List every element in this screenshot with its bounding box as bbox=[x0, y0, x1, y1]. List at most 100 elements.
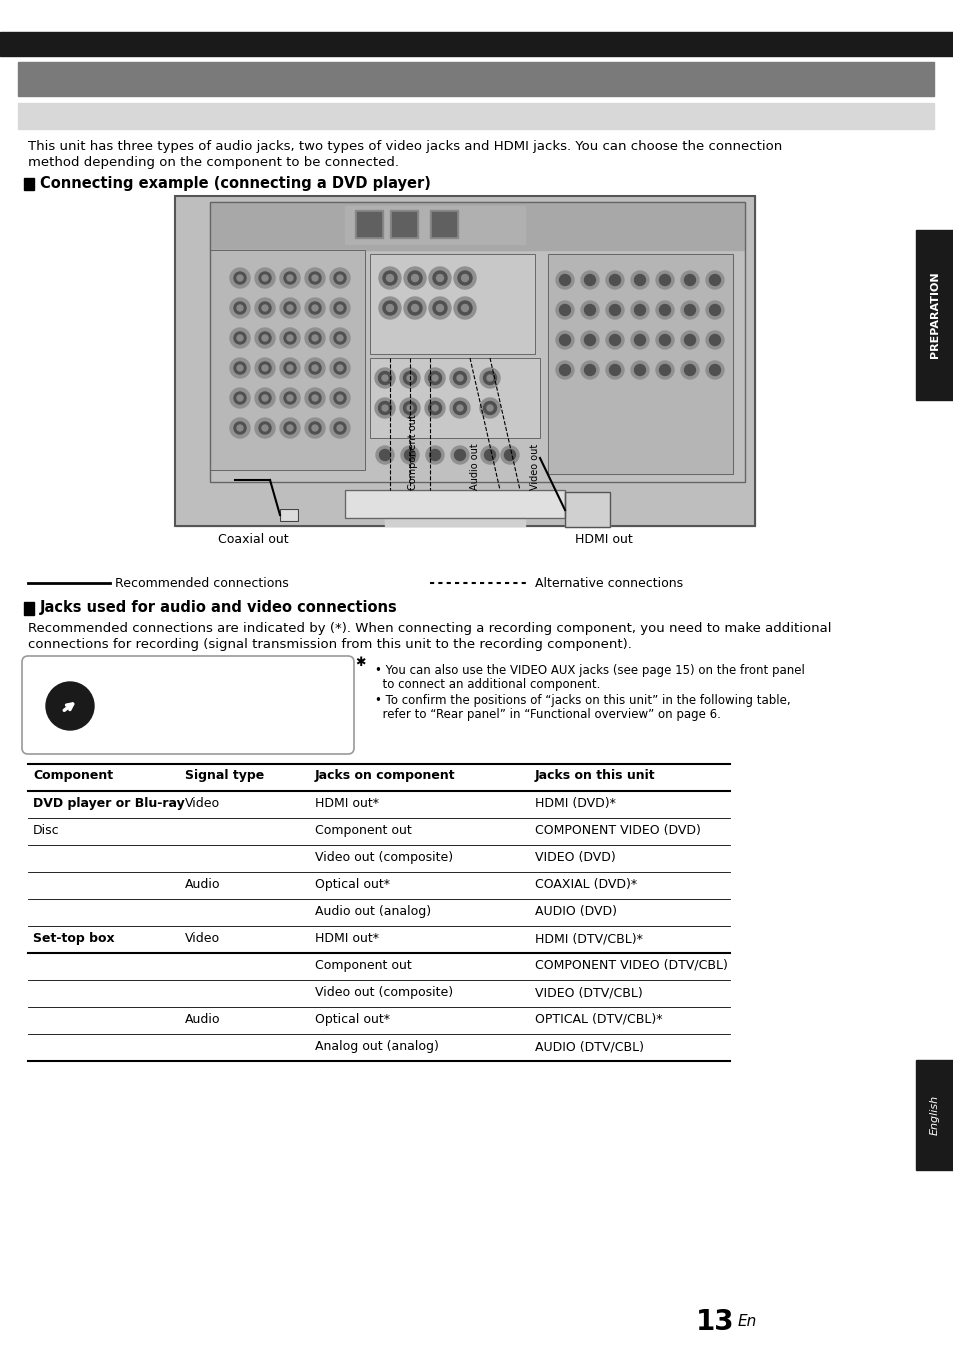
Text: En: En bbox=[738, 1314, 757, 1329]
Circle shape bbox=[408, 301, 421, 315]
Text: This unit has three types of audio jacks, two types of video jacks and HDMI jack: This unit has three types of audio jacks… bbox=[28, 140, 781, 154]
Circle shape bbox=[254, 418, 274, 438]
Text: • You can also use the VIDEO AUX jacks (see page 15) on the front panel: • You can also use the VIDEO AUX jacks (… bbox=[375, 665, 804, 677]
Bar bbox=[356, 212, 380, 236]
Bar bbox=[18, 102, 933, 129]
Circle shape bbox=[334, 332, 346, 344]
Circle shape bbox=[483, 372, 496, 384]
Text: Set-top box: Set-top box bbox=[33, 931, 114, 945]
Circle shape bbox=[556, 301, 574, 319]
Circle shape bbox=[399, 398, 419, 418]
Circle shape bbox=[375, 446, 394, 464]
Circle shape bbox=[233, 363, 246, 373]
Circle shape bbox=[451, 446, 469, 464]
Circle shape bbox=[378, 297, 400, 319]
Circle shape bbox=[659, 364, 670, 376]
Text: Jacks used for audio and video connections: Jacks used for audio and video connectio… bbox=[40, 600, 397, 615]
Circle shape bbox=[457, 301, 472, 315]
Circle shape bbox=[334, 422, 346, 434]
Circle shape bbox=[656, 332, 673, 349]
Text: Component: Component bbox=[33, 768, 113, 782]
Circle shape bbox=[630, 271, 648, 288]
Circle shape bbox=[709, 334, 720, 345]
Text: Audio: Audio bbox=[185, 878, 220, 891]
Circle shape bbox=[558, 305, 570, 315]
Bar bbox=[390, 210, 417, 239]
Circle shape bbox=[287, 305, 293, 311]
Circle shape bbox=[429, 297, 451, 319]
Circle shape bbox=[634, 275, 645, 286]
Circle shape bbox=[287, 365, 293, 371]
Circle shape bbox=[336, 365, 343, 371]
Circle shape bbox=[312, 336, 317, 341]
Text: Video: Video bbox=[185, 797, 220, 810]
Text: connections for recording (signal transmission from this unit to the recording c: connections for recording (signal transm… bbox=[28, 638, 631, 651]
Text: AC wall outlets.: AC wall outlets. bbox=[105, 702, 202, 714]
Circle shape bbox=[280, 388, 299, 408]
Circle shape bbox=[312, 425, 317, 431]
Circle shape bbox=[424, 368, 444, 388]
Bar bbox=[345, 491, 564, 518]
Circle shape bbox=[336, 305, 343, 311]
Circle shape bbox=[375, 398, 395, 418]
Circle shape bbox=[486, 375, 493, 381]
Text: • To confirm the positions of “jacks on this unit” in the following table,: • To confirm the positions of “jacks on … bbox=[375, 694, 790, 706]
Circle shape bbox=[305, 268, 325, 288]
Text: HDMI out*: HDMI out* bbox=[314, 931, 378, 945]
Circle shape bbox=[382, 301, 396, 315]
Bar bbox=[547, 253, 732, 474]
Bar bbox=[0, 32, 953, 57]
Text: refer to “Rear panel” in “Functional overview” on page 6.: refer to “Rear panel” in “Functional ove… bbox=[375, 708, 720, 721]
Circle shape bbox=[684, 364, 695, 376]
Circle shape bbox=[305, 359, 325, 377]
Text: Jacks on this unit: Jacks on this unit bbox=[535, 768, 655, 782]
Text: AUDIO (DTV/CBL): AUDIO (DTV/CBL) bbox=[535, 1041, 643, 1053]
Circle shape bbox=[403, 402, 416, 414]
Circle shape bbox=[284, 363, 295, 373]
Bar bbox=[385, 518, 524, 526]
Text: Video out: Video out bbox=[530, 443, 539, 491]
Circle shape bbox=[334, 272, 346, 284]
Circle shape bbox=[287, 425, 293, 431]
Circle shape bbox=[305, 418, 325, 438]
Circle shape bbox=[424, 398, 444, 418]
Circle shape bbox=[656, 271, 673, 288]
Circle shape bbox=[254, 298, 274, 318]
Circle shape bbox=[433, 271, 447, 284]
Circle shape bbox=[453, 372, 466, 384]
Circle shape bbox=[709, 364, 720, 376]
Circle shape bbox=[659, 305, 670, 315]
Circle shape bbox=[684, 334, 695, 345]
Circle shape bbox=[461, 305, 468, 311]
Circle shape bbox=[680, 332, 699, 349]
Circle shape bbox=[378, 372, 391, 384]
Bar bbox=[210, 249, 365, 470]
Text: OPTICAL (DTV/CBL)*: OPTICAL (DTV/CBL)* bbox=[535, 1012, 661, 1026]
Circle shape bbox=[450, 398, 470, 418]
Circle shape bbox=[386, 275, 393, 282]
Circle shape bbox=[258, 302, 271, 314]
Text: Audio out: Audio out bbox=[470, 443, 479, 491]
Circle shape bbox=[312, 395, 317, 400]
Circle shape bbox=[709, 305, 720, 315]
Circle shape bbox=[230, 328, 250, 348]
Circle shape bbox=[330, 359, 350, 377]
Circle shape bbox=[454, 449, 465, 461]
Bar bbox=[370, 253, 535, 355]
Circle shape bbox=[432, 375, 437, 381]
Circle shape bbox=[483, 402, 496, 414]
Circle shape bbox=[309, 272, 320, 284]
Circle shape bbox=[630, 332, 648, 349]
Circle shape bbox=[605, 332, 623, 349]
Text: COMPONENT VIDEO: COMPONENT VIDEO bbox=[390, 257, 475, 266]
Circle shape bbox=[284, 422, 295, 434]
Text: Connecting audio and video components: Connecting audio and video components bbox=[26, 105, 375, 120]
Circle shape bbox=[312, 365, 317, 371]
Text: Audio out (analog): Audio out (analog) bbox=[314, 905, 431, 918]
Circle shape bbox=[233, 302, 246, 314]
Text: AUDIO: AUDIO bbox=[415, 443, 442, 452]
Circle shape bbox=[429, 267, 451, 288]
Text: ✱: ✱ bbox=[355, 656, 365, 669]
Text: Component out: Component out bbox=[314, 958, 412, 972]
Bar bbox=[370, 439, 539, 470]
